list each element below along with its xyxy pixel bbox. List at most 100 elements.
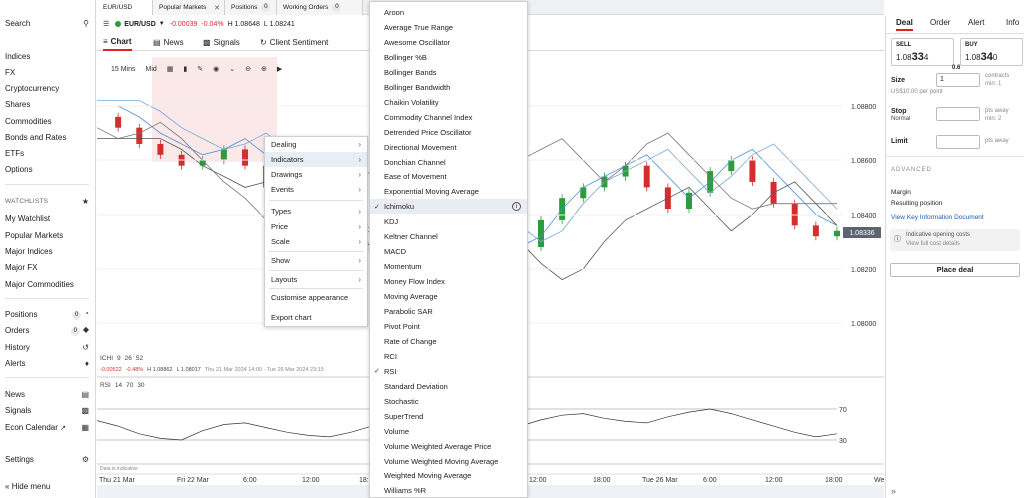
indicator-item[interactable]: Chaikin Volatility xyxy=(370,95,527,110)
eye-icon[interactable]: ◉ xyxy=(213,66,220,73)
indicator-item[interactable]: RCI xyxy=(370,349,527,364)
tab-news[interactable]: ▤ News xyxy=(153,33,184,51)
indicator-item[interactable]: Weighted Moving Average xyxy=(370,468,527,483)
indicator-item[interactable]: Directional Movement xyxy=(370,140,527,155)
interval-select[interactable]: 15 Mins xyxy=(111,65,136,73)
nav-alerts[interactable]: Alerts ♦ xyxy=(5,356,89,370)
costs-box[interactable]: ⓘ Indicative opening costs View full cos… xyxy=(890,229,1020,251)
instrument-name[interactable]: EUR/USD xyxy=(124,20,156,28)
tab-alert[interactable]: Alert xyxy=(968,18,985,27)
search-button[interactable]: Search ⚲ xyxy=(5,16,89,30)
indicator-item[interactable]: Parabolic SAR xyxy=(370,304,527,319)
indicator-item[interactable]: Donchian Channel xyxy=(370,155,527,170)
nav-crypto[interactable]: Cryptocurrency xyxy=(5,81,89,95)
tab-signals[interactable]: ▩ Signals xyxy=(203,33,240,51)
watchlist-item[interactable]: Major FX xyxy=(5,260,89,274)
stop-input[interactable] xyxy=(936,107,980,121)
nav-options[interactable]: Options xyxy=(5,162,89,176)
nav-signals[interactable]: Signals ▩ xyxy=(5,403,89,417)
indicator-item[interactable]: Pivot Point xyxy=(370,319,527,334)
indicator-item[interactable]: Bollinger %B xyxy=(370,50,527,65)
nav-settings[interactable]: Settings ⚙ xyxy=(5,452,89,466)
tab-working-orders[interactable]: Working Orders 0 xyxy=(277,0,363,15)
kid-link[interactable]: View Key Information Document xyxy=(891,214,984,221)
indicator-item[interactable]: Bollinger Bands xyxy=(370,65,527,80)
place-deal-button[interactable]: Place deal xyxy=(890,263,1020,277)
ichimoku-legend[interactable]: ICHI 9 26 52 xyxy=(100,355,143,362)
tab-positions[interactable]: Positions 0 xyxy=(225,0,277,15)
nav-indices[interactable]: Indices xyxy=(5,49,89,63)
nav-etfs[interactable]: ETFs xyxy=(5,146,89,160)
tab-chart[interactable]: ≡ Chart xyxy=(103,33,132,51)
context-menu-item[interactable]: Events › xyxy=(265,182,367,197)
indicator-item[interactable]: Momentum xyxy=(370,259,527,274)
context-menu-item[interactable]: Indicators › xyxy=(265,152,367,167)
nav-fx[interactable]: FX xyxy=(5,65,89,79)
close-icon[interactable]: ✕ xyxy=(214,4,220,12)
drawing-icon[interactable]: ✎ xyxy=(197,66,204,73)
hide-menu-button[interactable]: « Hide menu xyxy=(5,479,89,493)
tab-eurusd[interactable]: EUR/USD xyxy=(97,0,153,15)
indicator-item[interactable]: Standard Deviation xyxy=(370,379,527,394)
indicator-item[interactable]: Exponential Moving Average xyxy=(370,184,527,199)
nav-commodities[interactable]: Commodities xyxy=(5,114,89,128)
chevron-down-icon[interactable]: ⌄ xyxy=(229,66,236,73)
indicator-item[interactable]: Average True Range xyxy=(370,20,527,35)
watchlist-item[interactable]: Major Commodities xyxy=(5,277,89,291)
size-input[interactable]: 1 xyxy=(936,73,980,87)
context-menu-item[interactable]: Dealing › xyxy=(265,137,367,152)
indicator-icon[interactable]: ▦ xyxy=(166,66,174,73)
indicator-item[interactable]: Moving Average xyxy=(370,289,527,304)
info-icon[interactable]: i xyxy=(512,202,521,212)
context-menu-item[interactable]: Layouts › xyxy=(265,272,367,287)
price-type-select[interactable]: Mid xyxy=(145,65,157,73)
watchlist-item[interactable]: My Watchlist xyxy=(5,211,89,225)
expand-icon[interactable]: » xyxy=(891,486,897,496)
tab-deal[interactable]: Deal xyxy=(896,18,913,31)
indicator-item[interactable]: Volume Weighted Average Price xyxy=(370,439,527,454)
indicator-item[interactable]: Ease of Movement xyxy=(370,169,527,184)
stop-type-select[interactable]: Normal xyxy=(891,116,911,122)
tab-info[interactable]: Info xyxy=(1006,18,1020,27)
context-menu-item[interactable]: Drawings › xyxy=(265,167,367,182)
indicator-item[interactable]: Keltner Channel xyxy=(370,229,527,244)
indicator-item[interactable]: Rate of Change xyxy=(370,334,527,349)
buy-button[interactable]: BUY 1.08340 xyxy=(960,38,1023,66)
indicator-item[interactable]: KDJ xyxy=(370,214,527,229)
star-icon[interactable]: ★ xyxy=(81,196,89,206)
tab-order[interactable]: Order xyxy=(930,18,951,27)
watchlist-item[interactable]: Major Indices xyxy=(5,244,89,258)
tab-client-sentiment[interactable]: ↻ Client Sentiment xyxy=(260,33,328,51)
watchlist-item[interactable]: Popular Markets xyxy=(5,228,89,242)
rsi-legend[interactable]: RSI 14 70 30 xyxy=(100,382,145,389)
limit-input[interactable] xyxy=(936,135,980,149)
indicator-item[interactable]: MACD xyxy=(370,244,527,259)
nav-econ-calendar[interactable]: Econ Calendar ↗ ▦ xyxy=(5,420,89,434)
costs-link[interactable]: View full cost details xyxy=(906,241,960,247)
indicator-item[interactable]: Awesome Oscillator xyxy=(370,35,527,50)
context-menu-item[interactable]: Price › xyxy=(265,219,367,234)
context-menu-item[interactable]: Scale › xyxy=(265,234,367,249)
indicator-item[interactable]: Aroon xyxy=(370,5,527,20)
advanced-toggle[interactable]: ADVANCED xyxy=(891,167,932,173)
indicator-item[interactable]: Williams %R xyxy=(370,483,527,498)
nav-positions[interactable]: Positions 0 ◔ xyxy=(5,307,89,321)
indicator-item[interactable]: Detrended Price Oscillator xyxy=(370,125,527,140)
sell-button[interactable]: SELL 1.08334 xyxy=(891,38,954,66)
context-menu-item[interactable]: Customise appearance xyxy=(265,290,367,305)
nav-history[interactable]: History ↺ xyxy=(5,340,89,354)
play-icon[interactable]: ▶ xyxy=(276,66,283,73)
indicator-item[interactable]: ✓ Ichimoku i xyxy=(370,199,527,215)
indicator-item[interactable]: ✓ RSI xyxy=(370,364,527,379)
context-menu-item[interactable]: Types › xyxy=(265,204,367,219)
indicator-item[interactable]: SuperTrend xyxy=(370,409,527,424)
indicator-item[interactable]: Stochastic xyxy=(370,394,527,409)
zoom-in-icon[interactable]: ⊕ xyxy=(261,66,267,73)
indicator-item[interactable]: Commodity Channel Index xyxy=(370,110,527,125)
context-menu-item[interactable]: Show › xyxy=(265,253,367,268)
nav-bonds[interactable]: Bonds and Rates xyxy=(5,130,89,144)
indicator-item[interactable]: Bollinger Bandwidth xyxy=(370,80,527,95)
chevron-down-icon[interactable]: ▼ xyxy=(158,21,165,27)
nav-orders[interactable]: Orders 0 ◆ xyxy=(5,323,89,337)
candle-icon[interactable]: ▮ xyxy=(183,66,188,73)
